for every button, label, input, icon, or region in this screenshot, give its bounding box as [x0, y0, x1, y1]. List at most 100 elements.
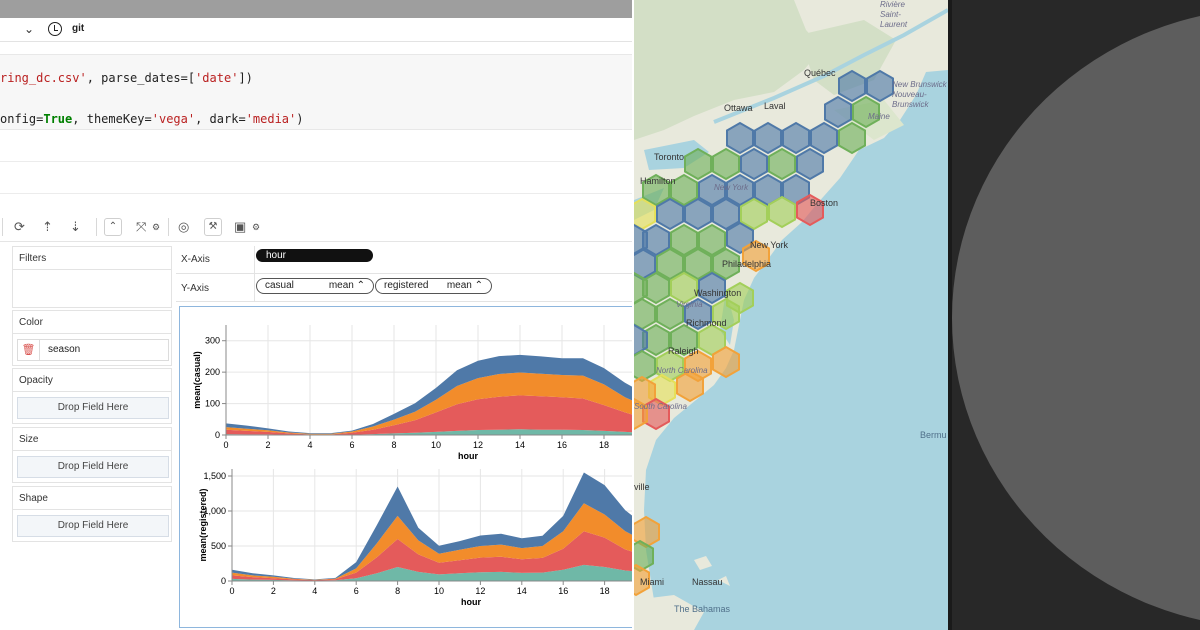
map-label-ville: ville: [634, 482, 650, 492]
y-tick-label: 500: [211, 541, 226, 551]
hexbin-cell[interactable]: [656, 297, 684, 331]
opacity-dropzone[interactable]: Drop Field Here: [17, 397, 169, 419]
chevron-down-icon[interactable]: ⌄: [24, 22, 35, 36]
sort-descending-icon[interactable]: ⇣: [70, 219, 81, 234]
hexbin-cell[interactable]: [712, 247, 740, 281]
sort-ascending-icon[interactable]: ⇡: [42, 219, 53, 234]
hexbin-cell[interactable]: [838, 121, 866, 155]
size-dropzone[interactable]: Drop Field Here: [17, 456, 169, 478]
y-tick-label: 100: [205, 399, 220, 409]
hexbin-cell[interactable]: [634, 397, 648, 431]
hexbin-cell[interactable]: [712, 147, 740, 181]
hexbin-cell[interactable]: [698, 271, 726, 305]
map-label-ottawa: Ottawa: [724, 103, 753, 113]
hexbin-cell[interactable]: [684, 197, 712, 231]
hexbin-cell[interactable]: [634, 515, 660, 549]
hexbin-cell[interactable]: [684, 147, 712, 181]
notebook-panel: ⌄ git ring_dc.csv', parse_dates=['date']…: [0, 0, 632, 630]
cuba-island: [634, 595, 704, 630]
hexbin-cell[interactable]: [670, 223, 698, 257]
hexbin-cell[interactable]: [634, 563, 650, 597]
hexbin-cell[interactable]: [670, 271, 698, 305]
empty-cell[interactable]: [0, 132, 632, 162]
hexbin-cell[interactable]: [634, 323, 648, 357]
hexbin-cell[interactable]: [754, 121, 782, 155]
code-token: , dark=: [195, 112, 246, 126]
refresh-icon[interactable]: ⟳: [14, 219, 25, 234]
fullscreen-icon[interactable]: ⤧: [136, 219, 147, 234]
hexbin-cell[interactable]: [742, 239, 770, 273]
hexbin-cell[interactable]: [768, 195, 796, 229]
hexbin-cell[interactable]: [824, 95, 852, 129]
hexbin-cell[interactable]: [676, 369, 704, 403]
color-field-chip[interactable]: 🗑 season: [17, 339, 169, 361]
y-field-name: casual: [265, 280, 294, 291]
hexbin-cell[interactable]: [634, 349, 656, 383]
x-tick-label: 10: [431, 440, 441, 450]
x-axis-field-pill[interactable]: hour: [256, 249, 373, 262]
code-cell[interactable]: ring_dc.csv', parse_dates=['date']) onfi…: [0, 54, 632, 130]
hexbin-cell[interactable]: [838, 69, 866, 103]
hexbin-cell[interactable]: [634, 247, 656, 281]
hexbin-cell[interactable]: [698, 223, 726, 257]
hexbin-cell[interactable]: [810, 121, 838, 155]
hexbin-cell[interactable]: [866, 69, 894, 103]
hexbin-cell[interactable]: [852, 95, 880, 129]
hexbin-cell[interactable]: [698, 173, 726, 207]
aggregation-select[interactable]: mean ⌃: [446, 280, 483, 291]
brush-icon[interactable]: ◎: [178, 219, 190, 234]
hexbin-cell[interactable]: [712, 345, 740, 379]
y-axis-field-pill[interactable]: registered mean ⌃: [375, 278, 492, 294]
hexbin-cell[interactable]: [796, 147, 824, 181]
hexbin-map[interactable]: Québec Laval Ottawa Toronto Hamilton New…: [634, 0, 948, 630]
hexbin-cell[interactable]: [740, 197, 768, 231]
hexbin-cell[interactable]: [656, 349, 684, 383]
map-label-philadelphia: Philadelphia: [722, 259, 772, 269]
hexbin-cell[interactable]: [768, 147, 796, 181]
hexbin-cell[interactable]: [684, 297, 712, 331]
hexbin-cell[interactable]: [712, 197, 740, 231]
y-axis-label: Y-Axis: [181, 283, 209, 294]
hexbin-cell[interactable]: [634, 539, 654, 573]
hexbin-cell[interactable]: [712, 297, 740, 331]
toolbar-divider: [2, 218, 3, 236]
shape-dropzone[interactable]: Drop Field Here: [17, 515, 169, 537]
hexbin-cell[interactable]: [726, 121, 754, 155]
code-token: True: [43, 112, 73, 126]
hexbin-cell[interactable]: [740, 147, 768, 181]
filters-title: Filters: [12, 246, 172, 270]
hexbin-cell[interactable]: [656, 197, 684, 231]
area-series-4: [232, 472, 632, 580]
hexbin-cell[interactable]: [670, 173, 698, 207]
hexbin-cell[interactable]: [670, 323, 698, 357]
chart-canvas[interactable]: 0 2 4 6 8 10 12 14 16 18 0 100 200 300 hour mean(casual…: [179, 306, 632, 628]
hexbin-cell[interactable]: [726, 173, 754, 207]
empty-cell[interactable]: [0, 164, 632, 194]
filters-dropzone[interactable]: [12, 270, 172, 308]
transpose-icon[interactable]: ⌃: [104, 218, 122, 236]
clock-icon[interactable]: [48, 22, 62, 36]
hexbin-cell[interactable]: [796, 193, 824, 227]
hexbin-cell[interactable]: [634, 297, 656, 331]
x-tick-label: 12: [473, 440, 483, 450]
image-export-icon[interactable]: ▣: [234, 219, 247, 234]
hexbin-cell[interactable]: [634, 271, 648, 305]
map-label-raleigh: Raleigh: [668, 346, 699, 356]
hexbin-cell[interactable]: [684, 247, 712, 281]
gear-icon[interactable]: ⚙: [252, 222, 261, 232]
hexbin-cell[interactable]: [634, 223, 648, 257]
hexbin-cell[interactable]: [656, 247, 684, 281]
x-tick-label: 4: [312, 586, 317, 596]
hexbin-cell[interactable]: [782, 121, 810, 155]
code-token: 'media': [245, 112, 297, 126]
gear-icon[interactable]: ⚙: [152, 222, 161, 232]
wrench-icon[interactable]: ⚒: [204, 218, 222, 236]
x-tick-label: 16: [557, 440, 567, 450]
hexbin-cell[interactable]: [634, 197, 656, 231]
trash-icon[interactable]: 🗑: [18, 340, 40, 360]
hexbin-cell[interactable]: [642, 173, 670, 207]
kernel-name[interactable]: git: [72, 23, 85, 34]
code-token: , themeKey=: [72, 112, 152, 126]
aggregation-select[interactable]: mean ⌃: [328, 280, 365, 291]
y-axis-field-pill[interactable]: casual mean ⌃: [256, 278, 374, 294]
